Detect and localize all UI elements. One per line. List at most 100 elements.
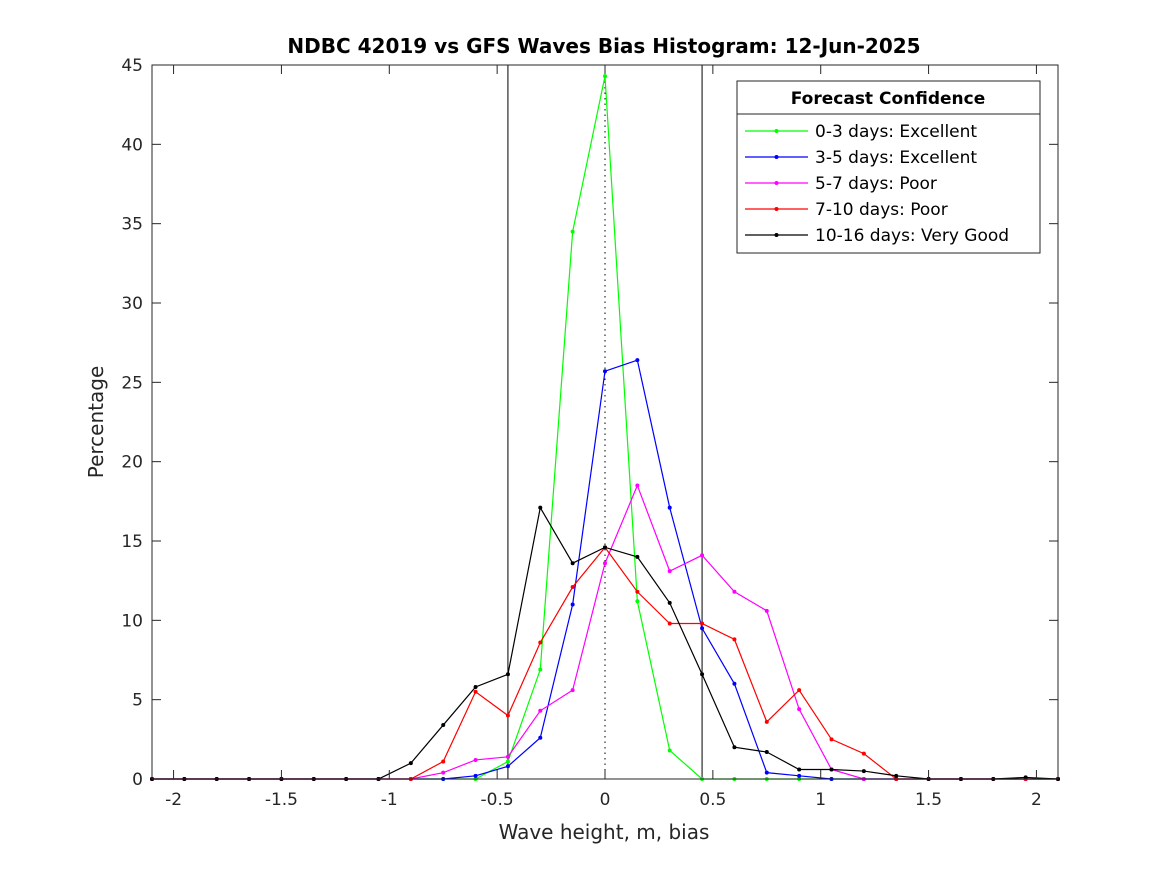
legend-item-4: 10-16 days: Very Good: [745, 226, 1009, 246]
data-point: [538, 708, 543, 713]
y-axis-label: Percentage: [84, 366, 108, 479]
y-tick-label: 30: [121, 294, 143, 314]
data-point: [797, 688, 802, 693]
reference-lines: [507, 65, 703, 779]
x-tick-label: 0: [600, 790, 611, 810]
legend-item-0: 0-3 days: Excellent: [745, 122, 977, 142]
legend-marker: [774, 155, 779, 159]
data-point: [408, 761, 413, 766]
data-point: [700, 621, 705, 626]
data-point: [505, 672, 510, 677]
data-point: [603, 369, 607, 374]
data-point: [635, 554, 640, 559]
legend-marker: [774, 129, 779, 133]
data-point: [538, 505, 543, 510]
data-point: [635, 589, 640, 594]
chart-title: NDBC 42019 vs GFS Waves Bias Histogram: …: [287, 34, 920, 58]
data-point: [570, 229, 575, 234]
legend-label: 10-16 days: Very Good: [815, 226, 1009, 246]
legend-label: 5-7 days: Poor: [815, 174, 937, 194]
data-point: [473, 689, 478, 694]
legend-box: [736, 80, 1041, 254]
x-axis-label: Wave height, m, bias: [499, 820, 710, 844]
legend-marker: [774, 233, 779, 237]
y-axis: 0 5 10 15 20 25 30 35 40 45: [121, 56, 1058, 790]
data-point: [441, 759, 446, 764]
data-point: [635, 599, 640, 604]
y-tick-label: 40: [121, 135, 143, 155]
legend-title: Forecast Confidence: [791, 89, 986, 109]
y-tick-label: 25: [121, 373, 143, 393]
data-point: [764, 770, 769, 775]
x-tick-label: 2: [1031, 790, 1042, 810]
data-point: [861, 769, 866, 774]
legend-marker: [774, 181, 779, 185]
data-point: [732, 637, 737, 642]
data-point: [505, 754, 510, 759]
data-point: [861, 751, 866, 756]
data-point: [700, 672, 705, 677]
data-point: [473, 773, 478, 778]
x-tick-label: 1: [815, 790, 826, 810]
x-tick-label: -0.5: [481, 790, 514, 810]
legend-item-3: 7-10 days: Poor: [745, 200, 948, 220]
data-point: [473, 684, 478, 689]
x-tick-label: -1.5: [265, 790, 298, 810]
data-point: [570, 585, 575, 590]
data-point: [732, 589, 737, 594]
data-point: [732, 745, 737, 750]
data-point: [505, 713, 510, 718]
x-tick-label: -2: [165, 790, 182, 810]
y-tick-label: 20: [121, 453, 143, 473]
legend-label: 3-5 days: Excellent: [815, 148, 977, 168]
x-axis: -2 -1.5 -1 -0.5 0 0.5 1 1.5 2: [165, 65, 1042, 810]
y-tick-label: 0: [132, 770, 143, 790]
y-tick-label: 15: [121, 532, 143, 552]
data-point: [764, 608, 769, 613]
legend: Forecast Confidence 0-3 days: Excellent 3…: [736, 80, 1041, 254]
data-point: [441, 770, 446, 775]
data-point: [700, 626, 705, 631]
data-point: [700, 553, 705, 558]
data-point: [797, 767, 802, 772]
data-point: [797, 773, 802, 778]
data-point: [473, 757, 478, 762]
data-point: [603, 545, 607, 550]
data-point: [505, 764, 510, 769]
data-point: [603, 561, 607, 566]
data-point: [538, 640, 543, 645]
y-tick-label: 45: [121, 56, 143, 76]
data-point: [764, 719, 769, 724]
data-point: [635, 358, 640, 363]
data-point: [667, 600, 672, 605]
x-tick-label: 1.5: [915, 790, 942, 810]
legend-item-1: 3-5 days: Excellent: [745, 148, 977, 168]
data-point: [570, 688, 575, 693]
y-tick-label: 5: [132, 691, 143, 711]
y-tick-label: 10: [121, 611, 143, 631]
series-4: [150, 505, 1060, 781]
data-point: [667, 748, 672, 753]
x-tick-label: 0.5: [699, 790, 726, 810]
data-point: [667, 621, 672, 626]
y-tick-label: 35: [121, 215, 143, 235]
data-point: [441, 723, 446, 728]
data-point: [538, 667, 543, 672]
legend-item-2: 5-7 days: Poor: [745, 174, 937, 194]
data-point: [829, 737, 834, 742]
data-point: [732, 681, 737, 686]
data-point: [570, 602, 575, 607]
data-point: [829, 767, 834, 772]
x-tick-label: -1: [381, 790, 398, 810]
data-point: [635, 483, 640, 488]
data-point: [764, 750, 769, 755]
legend-marker: [774, 207, 779, 211]
legend-label: 0-3 days: Excellent: [815, 122, 977, 142]
legend-label: 7-10 days: Poor: [815, 200, 948, 220]
data-point: [505, 759, 510, 764]
data-point: [667, 505, 672, 510]
data-point: [797, 707, 802, 712]
data-point: [570, 561, 575, 566]
legend-items: 0-3 days: Excellent 3-5 days: Excellent 5-…: [745, 122, 1009, 246]
